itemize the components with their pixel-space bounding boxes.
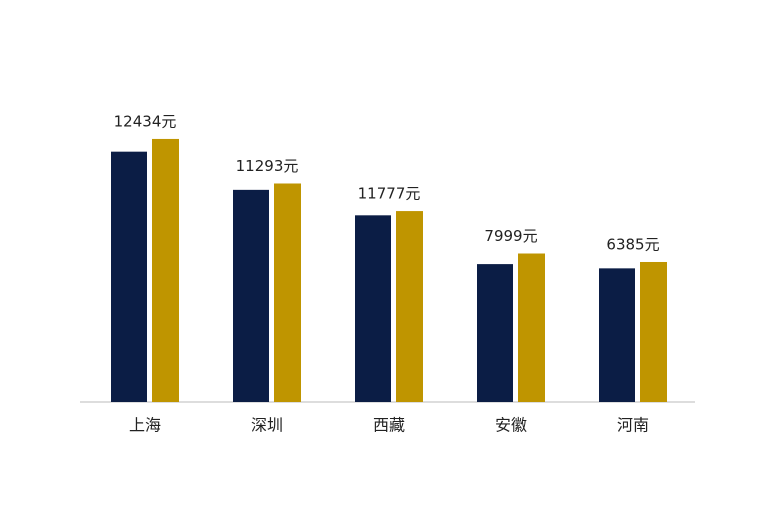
x-tick-label: 深圳 (251, 416, 283, 435)
bar (518, 253, 545, 402)
x-tick-label: 安徽 (495, 416, 527, 435)
x-tick-label: 上海 (129, 416, 161, 435)
bar (599, 268, 635, 402)
bar (152, 138, 179, 402)
bar (355, 215, 391, 402)
annotation: 7999元 (484, 227, 537, 245)
bar (233, 189, 269, 402)
bar (396, 211, 423, 402)
bar (111, 151, 147, 402)
bar (640, 261, 667, 402)
x-tick-label: 河南 (617, 416, 649, 435)
annotation: 11293元 (236, 157, 299, 175)
bar (477, 264, 513, 402)
annotation: 6385元 (606, 235, 659, 253)
annotation: 12434元 (114, 112, 177, 130)
bar (274, 183, 301, 402)
x-tick-label: 西藏 (373, 416, 405, 435)
annotation: 11777元 (358, 185, 421, 203)
